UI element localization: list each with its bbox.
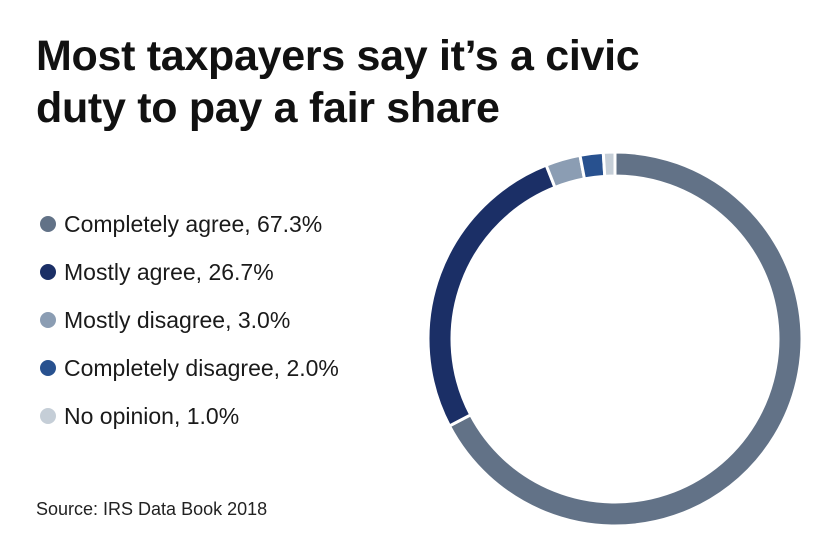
chart-title: Most taxpayers say it’s a civic duty to … (36, 32, 640, 132)
legend-label-mostly-disagree: Mostly disagree, 3.0% (64, 306, 291, 333)
legend-swatch-mostly-agree (40, 264, 56, 280)
legend-label-completely-agree: Completely agree, 67.3% (64, 210, 323, 237)
legend-label-completely-disagree: Completely disagree, 2.0% (64, 354, 339, 381)
legend-item-mostly-disagree: Mostly disagree, 3.0% (40, 296, 339, 344)
legend-swatch-completely-disagree (40, 360, 56, 376)
legend-item-completely-agree: Completely agree, 67.3% (40, 200, 339, 248)
donut-slice-completely-disagree (578, 150, 607, 181)
donut-slice-no-opinion (601, 150, 617, 178)
legend-item-completely-disagree: Completely disagree, 2.0% (40, 344, 339, 392)
legend-label-no-opinion: No opinion, 1.0% (64, 402, 240, 429)
legend-item-mostly-agree: Mostly agree, 26.7% (40, 248, 339, 296)
donut-slice-completely-agree (447, 150, 804, 528)
source-note: Source: IRS Data Book 2018 (36, 499, 268, 519)
legend-label-mostly-agree: Mostly agree, 26.7% (64, 258, 274, 285)
donut-slice-mostly-agree (426, 163, 557, 428)
legend-swatch-mostly-disagree (40, 312, 56, 328)
legend-item-no-opinion: No opinion, 1.0% (40, 392, 339, 440)
legend: Completely agree, 67.3% Mostly agree, 26… (40, 200, 339, 440)
legend-swatch-completely-agree (40, 216, 56, 232)
donut-slice-mostly-disagree (544, 153, 586, 189)
legend-swatch-no-opinion (40, 408, 56, 424)
donut-chart (426, 150, 804, 528)
